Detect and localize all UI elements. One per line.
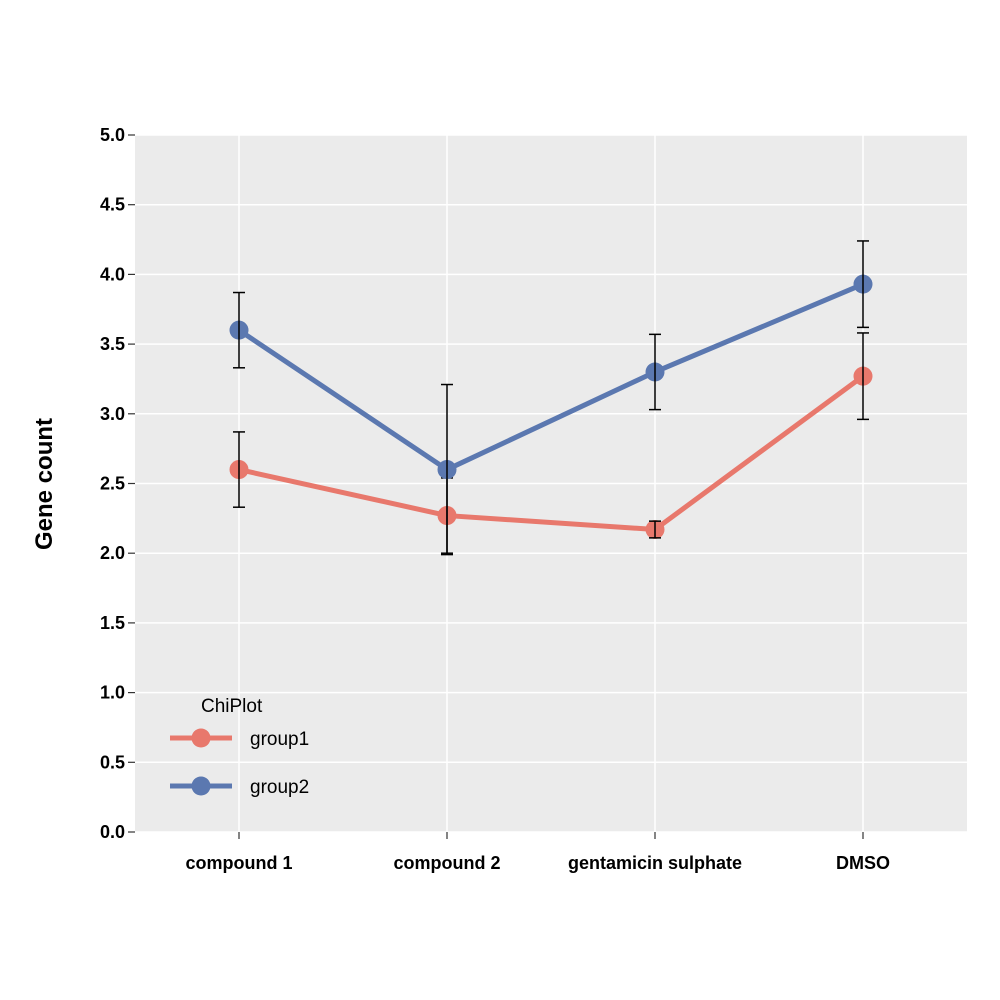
y-tick-label: 1.5 — [100, 613, 125, 633]
series-line — [237, 281, 864, 473]
series-layer — [229, 240, 873, 556]
y-tick-label: 3.5 — [100, 334, 125, 354]
y-tick-label: 3.0 — [100, 404, 125, 424]
series-group1 — [229, 332, 873, 554]
legend-item-group2: group2 — [170, 776, 309, 798]
y-tick-label: 2.0 — [100, 543, 125, 563]
y-tick-label: 0.0 — [100, 822, 125, 842]
y-tick-label: 4.0 — [100, 264, 125, 284]
legend-title: ChiPlot — [201, 696, 263, 717]
legend-label: group2 — [250, 777, 309, 798]
y-tick-label: 2.5 — [100, 474, 125, 494]
y-axis: 0.0 0.5 1.0 1.5 2.0 2.5 3.0 3.5 4.0 4.5 5.0 — [100, 125, 135, 842]
error-bar — [649, 520, 661, 539]
legend-marker — [191, 728, 211, 748]
x-tick-label: compound 2 — [394, 853, 501, 873]
legend-marker — [191, 776, 211, 796]
x-tick-label: compound 1 — [186, 853, 293, 873]
x-axis: compound 1 compound 2 gentamicin sulphate D… — [186, 832, 890, 873]
x-tick-label: gentamicin sulphate — [568, 853, 742, 873]
legend: ChiPlot group1 group2 — [170, 696, 309, 798]
error-bar — [857, 332, 869, 421]
legend-label: group1 — [250, 729, 309, 750]
legend-item-group1: group1 — [170, 728, 309, 750]
y-tick-label: 1.0 — [100, 683, 125, 703]
error-bar — [857, 240, 869, 329]
y-tick-label: 5.0 — [100, 125, 125, 145]
series-line — [238, 374, 865, 533]
x-tick-label: DMSO — [836, 853, 890, 873]
y-tick-label: 4.5 — [100, 195, 125, 215]
error-bar — [441, 383, 453, 556]
error-bar — [649, 333, 661, 411]
series-group2 — [229, 240, 873, 556]
y-axis-title: Gene count — [31, 418, 58, 550]
error-bar — [233, 431, 245, 508]
error-bar — [233, 291, 245, 369]
y-tick-label: 0.5 — [100, 752, 125, 772]
grid — [135, 134, 967, 833]
